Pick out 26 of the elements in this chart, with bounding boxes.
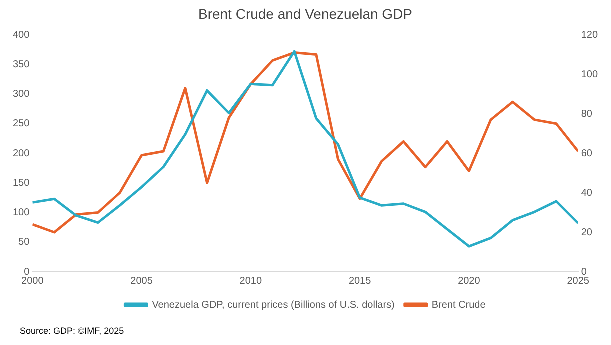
x-tick-label: 2025 [567, 276, 590, 287]
y2-tick-label: 80 [581, 108, 593, 120]
y2-tick-label: 60 [581, 148, 593, 160]
y2-tick-label: 100 [581, 69, 598, 80]
y-tick-label: 250 [12, 118, 30, 130]
legend-label: Brent Crude [432, 300, 486, 311]
y-tick-label: 100 [12, 208, 30, 218]
y2-tick-label: 20 [581, 227, 593, 238]
x-tick-label: 2020 [458, 276, 481, 287]
y2-tick-label: 40 [581, 188, 593, 199]
source-note: Source: GDP: ©IMF, 2025 [20, 326, 124, 336]
y-tick-label: 400 [12, 30, 30, 41]
x-tick-label: 2000 [22, 276, 44, 287]
y-tick-label: 0 [24, 266, 30, 278]
legend-label: Venezuela GDP, current prices (Billions of U.S. dollars) [152, 300, 395, 311]
x-tick-label: 2010 [240, 276, 262, 287]
y2-tick-label: 120 [581, 30, 598, 41]
x-tick-label: 2005 [130, 276, 154, 287]
y-tick-label: 50 [18, 237, 30, 248]
y2-tick-label: 0 [581, 266, 588, 278]
x-tick-label: 2015 [348, 276, 372, 287]
y-tick-label: 150 [12, 178, 30, 189]
y-tick-label: 300 [12, 89, 30, 100]
y-tick-label: 200 [12, 148, 30, 160]
chart-title: Brent Crude and Venezuelan GDP [197, 6, 414, 22]
y-tick-label: 350 [12, 59, 30, 70]
